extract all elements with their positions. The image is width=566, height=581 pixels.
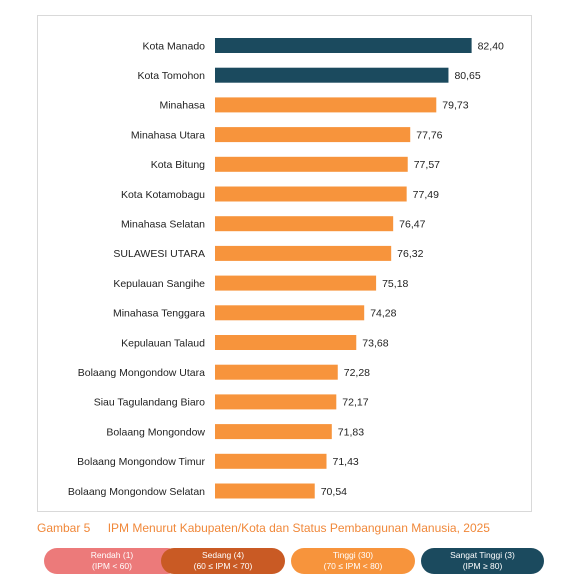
bar <box>215 97 437 113</box>
legend: Rendah (1) (IPM < 60) Sedang (4) (60 ≤ I… <box>0 548 566 576</box>
bar <box>215 127 411 143</box>
legend-item-sedang: Sedang (4) (60 ≤ IPM < 70) <box>161 548 285 574</box>
category-label: Kota Manado <box>143 40 206 52</box>
value-label: 70,54 <box>321 486 347 498</box>
value-label: 75,18 <box>382 278 408 290</box>
legend-item-tinggi: Tinggi (30) (70 ≤ IPM < 80) <box>291 548 415 574</box>
value-label: 77,49 <box>413 189 439 201</box>
value-label: 77,76 <box>416 129 442 141</box>
value-label: 71,43 <box>333 456 359 468</box>
value-label: 82,40 <box>478 40 504 52</box>
category-label: Kota Bitung <box>151 159 205 171</box>
bar <box>215 186 407 202</box>
legend-label: Sangat Tinggi (3) <box>450 550 515 560</box>
bar-chart: Kota Manado 82,40 Kota Tomohon 80,65 Minahas… <box>68 38 504 499</box>
category-label: Minahasa Tenggara <box>113 308 205 320</box>
legend-label: Rendah (1) <box>90 550 134 560</box>
legend-range: (IPM < 60) <box>92 561 132 571</box>
bar <box>215 156 408 172</box>
bar <box>215 216 394 232</box>
value-label: 80,65 <box>454 70 480 82</box>
figure-caption: Gambar 5 IPM Menurut Kabupaten/Kota dan … <box>37 521 490 535</box>
legend-item-sangat-tinggi: Sangat Tinggi (3) (IPM ≥ 80) <box>421 548 544 574</box>
bar <box>215 424 332 440</box>
value-label: 74,28 <box>370 308 396 320</box>
category-label: Kota Kotamobagu <box>121 189 205 201</box>
category-label: Minahasa <box>159 100 205 112</box>
category-label: Bolaang Mongondow <box>106 426 205 438</box>
legend-range: (60 ≤ IPM < 70) <box>193 561 253 571</box>
bar <box>215 453 327 469</box>
legend-item-rendah: Rendah (1) (IPM < 60) <box>44 548 180 574</box>
category-label: Kepulauan Talaud <box>121 337 205 349</box>
chart-frame: Kota Manado 82,40 Kota Tomohon 80,65 Minahas… <box>37 15 532 512</box>
category-label: Minahasa Utara <box>131 129 205 141</box>
bar <box>215 305 365 321</box>
value-label: 77,57 <box>414 159 440 171</box>
category-label: SULAWESI UTARA <box>113 248 205 260</box>
value-label: 72,17 <box>342 397 368 409</box>
category-label: Kepulauan Sangihe <box>113 278 205 290</box>
value-label: 79,73 <box>442 100 468 112</box>
caption-text: IPM Menurut Kabupaten/Kota dan Status Pe… <box>107 521 490 535</box>
category-label: Bolaang Mongondow Utara <box>78 367 205 379</box>
legend-label: Sedang (4) <box>201 550 245 560</box>
category-label: Minahasa Selatan <box>121 219 205 231</box>
value-label: 76,32 <box>397 248 423 260</box>
bar <box>215 335 357 350</box>
bar <box>215 67 449 83</box>
legend-label: Tinggi (30) <box>332 550 374 560</box>
caption-number: Gambar 5 <box>37 521 91 535</box>
value-label: 73,68 <box>362 337 388 349</box>
bar <box>215 394 337 410</box>
category-label: Bolaang Mongondow Timur <box>77 456 205 468</box>
category-label: Bolaang Mongondow Selatan <box>68 486 205 498</box>
bar <box>215 364 338 380</box>
category-label: Siau Tagulandang Biaro <box>94 397 205 409</box>
value-label: 72,28 <box>344 367 370 379</box>
value-label: 71,83 <box>338 426 364 438</box>
bar <box>215 245 392 261</box>
legend-range: (IPM ≥ 80) <box>462 561 503 571</box>
category-label: Kota Tomohon <box>137 70 205 82</box>
value-label: 76,47 <box>399 219 425 231</box>
legend-range: (70 ≤ IPM < 80) <box>323 561 383 571</box>
bar <box>215 275 377 291</box>
bar <box>215 483 315 499</box>
bar <box>215 38 472 53</box>
